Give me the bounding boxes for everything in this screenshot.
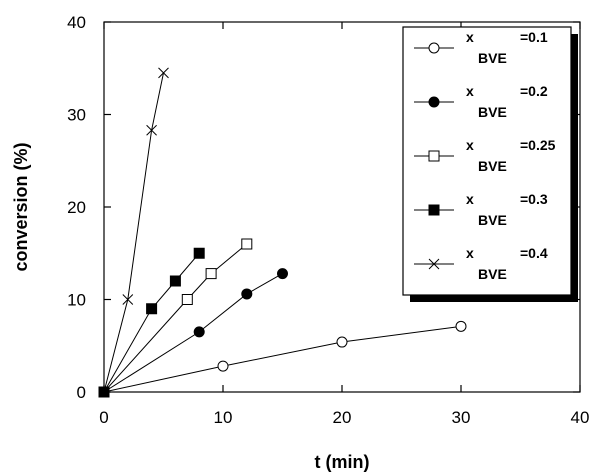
legend-label-value: =0.2 xyxy=(520,83,548,99)
data-point xyxy=(146,303,158,315)
series-layer xyxy=(98,67,467,398)
legend-entries: xBVE=0.1xBVE=0.2xBVE=0.25xBVE=0.3xBVE=0.… xyxy=(414,29,556,282)
series-line xyxy=(103,273,283,393)
y-tick-label: 20 xyxy=(67,198,86,217)
data-point xyxy=(217,360,229,372)
data-point xyxy=(336,336,348,348)
legend-label-main: x xyxy=(466,137,474,153)
y-tick-label: 40 xyxy=(67,13,86,32)
data-point xyxy=(146,124,157,136)
data-point-stroke xyxy=(122,294,134,305)
data-point xyxy=(428,42,440,54)
series-4 xyxy=(103,247,205,393)
data-point xyxy=(428,150,440,162)
legend-label-main: x xyxy=(466,191,474,207)
legend-label-value: =0.4 xyxy=(520,245,548,261)
data-point xyxy=(241,288,253,300)
data-point xyxy=(241,238,253,250)
x-tick-labels: 0 10 20 30 40 xyxy=(99,408,589,427)
data-point-stroke xyxy=(146,124,157,136)
series-2 xyxy=(103,268,288,393)
data-point xyxy=(455,320,467,332)
legend-label-main: x xyxy=(466,83,474,99)
legend-label-value: =0.1 xyxy=(520,29,548,45)
y-tick-label: 0 xyxy=(77,383,86,402)
series-3 xyxy=(103,238,253,393)
data-point xyxy=(205,268,217,280)
legend-label-value: =0.25 xyxy=(520,137,556,153)
legend-label-sub: BVE xyxy=(478,50,507,66)
data-point xyxy=(193,247,205,259)
y-tick-label: 10 xyxy=(67,291,86,310)
data-point xyxy=(193,326,205,338)
legend-label-value: =0.3 xyxy=(520,191,548,207)
data-point xyxy=(428,96,440,108)
legend-label-sub: BVE xyxy=(478,158,507,174)
legend: xBVE=0.1xBVE=0.2xBVE=0.25xBVE=0.3xBVE=0.… xyxy=(402,26,578,302)
data-point xyxy=(277,268,288,280)
series-1 xyxy=(103,320,467,393)
series-line xyxy=(103,243,248,393)
x-tick-label: 10 xyxy=(214,408,233,427)
x-tick-label: 40 xyxy=(571,408,590,427)
x-tick-label: 20 xyxy=(333,408,352,427)
data-point xyxy=(169,275,181,287)
legend-label-sub: BVE xyxy=(478,266,507,282)
data-point xyxy=(122,294,134,305)
series-line xyxy=(103,252,200,393)
data-point xyxy=(428,258,440,270)
data-point xyxy=(428,204,440,216)
legend-label-main: x xyxy=(466,29,474,45)
y-tick-labels: 0 10 20 30 40 xyxy=(67,13,86,402)
series-line xyxy=(103,325,462,393)
x-tick-label: 0 xyxy=(99,408,108,427)
x-axis-label: t (min) xyxy=(315,452,370,472)
legend-label-sub: BVE xyxy=(478,104,507,120)
data-point-stroke xyxy=(428,258,440,270)
data-point-stroke xyxy=(158,67,169,79)
y-axis-label: conversion (%) xyxy=(11,142,31,271)
series-5 xyxy=(103,67,169,393)
legend-label-sub: BVE xyxy=(478,212,507,228)
x-tick-label: 30 xyxy=(452,408,471,427)
data-point xyxy=(181,294,193,305)
data-point xyxy=(98,386,110,398)
data-point xyxy=(158,67,169,79)
legend-label-main: x xyxy=(466,245,474,261)
y-tick-label: 30 xyxy=(67,106,86,125)
series-line xyxy=(103,72,164,393)
